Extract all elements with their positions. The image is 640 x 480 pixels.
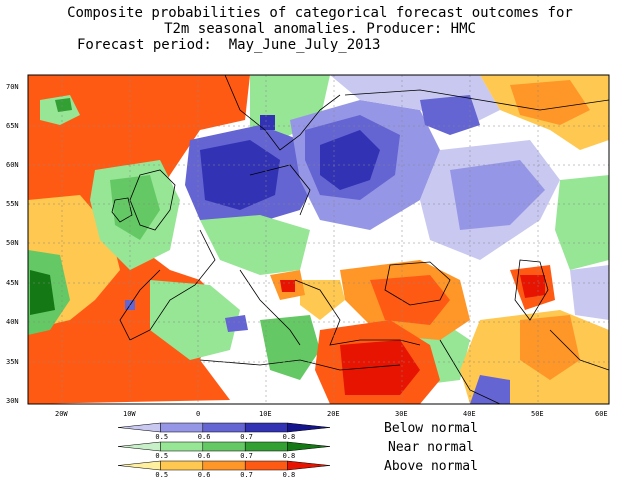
- lat-label: 55N: [6, 200, 19, 208]
- legend-near-swatch: [244, 441, 288, 452]
- legend-above-swatch: [117, 460, 161, 471]
- lat-label: 40N: [6, 318, 19, 326]
- legend-above-tick-label: 0.5: [155, 471, 168, 479]
- legend-near-swatch: [287, 441, 331, 452]
- legend-below-swatch: [244, 422, 288, 433]
- lon-label: 40E: [463, 410, 476, 418]
- legend-near-tick-label: 0.6: [198, 452, 211, 460]
- legend-above-tick-label: 0.6: [198, 471, 211, 479]
- legend-near-tick-label: 0.8: [283, 452, 296, 460]
- lat-labels: 70N 65N 60N 55N 50N 45N 40N 35N 30N: [6, 83, 19, 405]
- lon-label: 20W: [55, 410, 68, 418]
- legend-label-below: Below normal: [384, 421, 478, 436]
- legend-near-tick-label: 0.7: [240, 452, 253, 460]
- legend-below-swatch: [117, 422, 161, 433]
- legend-below-tick-label: 0.5: [155, 433, 168, 441]
- legend-near-tick-label: 0.5: [155, 452, 168, 460]
- legend-above-tick-label: 0.7: [240, 471, 253, 479]
- legend-below-tick-label: 0.6: [198, 433, 211, 441]
- title-line-1: Composite probabilities of categorical f…: [67, 5, 573, 21]
- legend-near-swatch: [160, 441, 204, 452]
- legend-above-swatch: [287, 460, 331, 471]
- legend-below-swatch: [287, 422, 331, 433]
- coastlines: [111, 75, 609, 404]
- legend-bar-near: 0.5 0.6 0.7 0.8: [117, 441, 331, 460]
- lat-label: 45N: [6, 279, 19, 287]
- map-frame: [27, 74, 610, 405]
- lat-label: 60N: [6, 161, 19, 169]
- title-line-2: T2m seasonal anomalies. Producer: HMC: [164, 21, 476, 37]
- legend-label-near: Near normal: [388, 440, 475, 455]
- legend-near-swatch: [202, 441, 246, 452]
- lon-label: 20E: [327, 410, 340, 418]
- lat-label: 30N: [6, 397, 19, 405]
- lon-label: 50E: [531, 410, 544, 418]
- legend-below-tick-label: 0.8: [283, 433, 296, 441]
- legend-bar-above: 0.5 0.6 0.7 0.8: [117, 460, 331, 479]
- lon-label: 10E: [259, 410, 272, 418]
- legend-above-tick-label: 0.8: [283, 471, 296, 479]
- legend-bar-below: 0.5 0.6 0.7 0.8: [117, 422, 331, 441]
- lon-label: 30E: [395, 410, 408, 418]
- legend-below-swatch: [202, 422, 246, 433]
- legend-below-swatch: [160, 422, 204, 433]
- legend-above-swatch: [160, 460, 204, 471]
- legend-above-swatch: [244, 460, 288, 471]
- lon-label: 60E: [595, 410, 608, 418]
- lon-label: 0: [196, 410, 200, 418]
- title-line-3: Forecast period: May_June_July_2013: [77, 37, 381, 53]
- legend-above-swatch: [202, 460, 246, 471]
- legend-label-above: Above normal: [384, 459, 478, 474]
- map-field: [28, 75, 609, 404]
- lat-label: 50N: [6, 239, 19, 247]
- legend-below-tick-label: 0.7: [240, 433, 253, 441]
- graticule: [28, 75, 609, 404]
- lon-labels: 20W 10W 0 10E 20E 30E 40E 50E 60E: [55, 410, 608, 418]
- lon-label: 10W: [123, 410, 136, 418]
- lat-label: 70N: [6, 83, 19, 91]
- lat-label: 35N: [6, 358, 19, 366]
- lat-label: 65N: [6, 122, 19, 130]
- legend-near-swatch: [117, 441, 161, 452]
